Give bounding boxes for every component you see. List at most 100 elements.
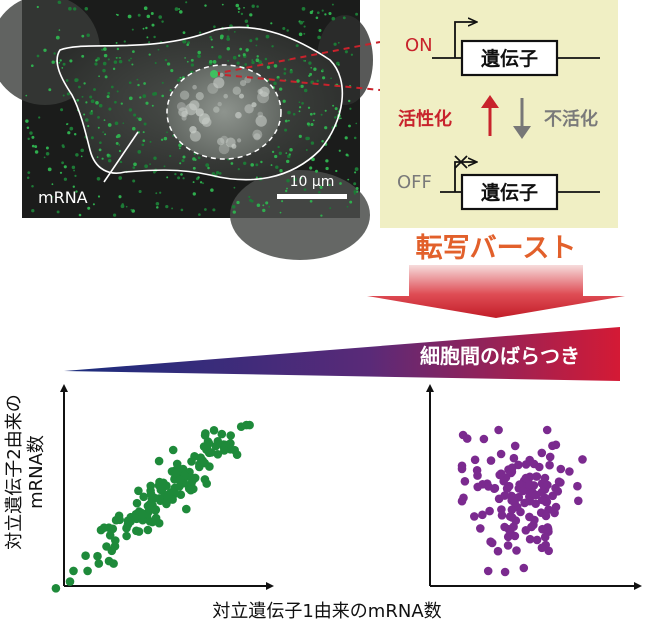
purple-point (531, 490, 541, 500)
mrna-speckle (161, 81, 164, 84)
purple-point (518, 486, 528, 496)
scale-bar-label: 10 μm (290, 174, 335, 190)
mrna-speckle (187, 41, 191, 45)
purple-point (503, 541, 513, 550)
mrna-speckle (153, 35, 156, 39)
mrna-speckle (80, 148, 84, 153)
purple-point (500, 491, 510, 500)
mrna-speckle (58, 61, 61, 64)
mrna-speckle (178, 8, 181, 10)
mrna-speckle (284, 128, 288, 132)
mrna-speckle (233, 186, 236, 189)
gene-state-panel: ON 遺伝子 活性化 不活化 OFF 遺伝子 (380, 0, 618, 228)
mrna-speckle (36, 5, 39, 9)
mrna-speckle (128, 59, 131, 62)
mrna-speckle (166, 44, 169, 48)
mrna-speckle (166, 176, 169, 179)
mrna-speckle (265, 34, 270, 39)
purple-point-cloud (457, 425, 587, 577)
purple-point (470, 455, 480, 465)
mrna-speckle (164, 58, 168, 62)
green-point (213, 437, 223, 446)
mrna-speckle (198, 31, 202, 34)
mrna-speckle (197, 50, 201, 55)
mrna-speckle (107, 123, 112, 127)
mrna-speckle (69, 126, 74, 131)
mrna-speckle (118, 195, 122, 199)
mrna-speckle (276, 75, 280, 79)
mrna-speckle (325, 159, 329, 163)
green-point (230, 445, 239, 455)
mrna-speckle (154, 61, 157, 65)
mrna-speckle (181, 159, 185, 163)
mrna-speckle (132, 50, 135, 53)
mrna-speckle (244, 19, 249, 24)
on-gene-label: 遺伝子 (481, 47, 538, 70)
mrna-speckle (151, 104, 154, 107)
mrna-speckle (317, 35, 321, 40)
mrna-speckle (174, 7, 179, 11)
mrna-speckle (354, 171, 357, 174)
green-point (171, 468, 180, 478)
mrna-speckle (306, 122, 310, 126)
mrna-speckle (265, 201, 269, 205)
mrna-speckle (308, 61, 312, 65)
purple-point (495, 470, 505, 480)
mrna-speckle (264, 57, 268, 61)
green-point (163, 493, 173, 503)
mrna-speckle (141, 143, 145, 147)
green-point (139, 492, 148, 502)
mrna-speckle (233, 31, 236, 33)
nucleus-spot (252, 129, 263, 140)
mrna-speckle (128, 81, 132, 85)
mrna-speckle (212, 208, 216, 212)
mrna-speckle (285, 159, 290, 164)
mrna-speckle (157, 48, 160, 51)
mrna-speckle (102, 68, 106, 73)
mrna-speckle (73, 133, 77, 136)
mrna-speckle (210, 38, 213, 41)
mrna-speckle (90, 110, 93, 112)
mrna-speckle (353, 190, 357, 194)
mrna-speckle (325, 166, 329, 171)
mrna-speckle (107, 58, 110, 61)
mrna-speckle (95, 100, 99, 105)
mrna-speckle (310, 122, 314, 127)
mrna-speckle (27, 171, 31, 174)
mrna-speckle (106, 153, 110, 157)
mrna-speckle (103, 119, 106, 121)
mrna-speckle (311, 10, 314, 13)
mrna-speckle (160, 138, 164, 141)
mrna-speckle (344, 136, 348, 140)
mrna-speckle (80, 155, 83, 158)
mrna-speckle (255, 163, 259, 167)
mrna-speckle (143, 82, 146, 85)
mrna-speckle (73, 169, 76, 172)
mrna-speckle (248, 195, 251, 198)
mrna-speckle (48, 88, 52, 92)
mrna-speckle (353, 192, 356, 195)
mrna-speckle (350, 53, 354, 56)
mrna-speckle (227, 28, 230, 31)
mrna-speckle (110, 85, 114, 89)
mrna-speckle (96, 156, 99, 158)
purple-point (556, 464, 566, 474)
mrna-speckle (197, 176, 200, 179)
on-label: ON (405, 35, 433, 56)
mrna-speckle (309, 112, 313, 116)
mrna-speckle (142, 27, 145, 30)
mrna-speckle (273, 81, 277, 86)
mrna-speckle (131, 63, 134, 66)
mrna-speckle (149, 140, 152, 143)
green-point (176, 490, 186, 500)
mrna-speckle (270, 164, 273, 167)
mrna-speckle (255, 44, 258, 47)
mrna-speckle (324, 126, 328, 130)
mrna-speckle (307, 106, 311, 109)
mrna-speckle (251, 59, 254, 62)
mrna-speckle (226, 37, 231, 41)
nucleus-spot (198, 113, 210, 125)
mrna-speckle (271, 45, 274, 48)
mrna-speckle (66, 123, 68, 126)
mrna-speckle (301, 102, 304, 105)
